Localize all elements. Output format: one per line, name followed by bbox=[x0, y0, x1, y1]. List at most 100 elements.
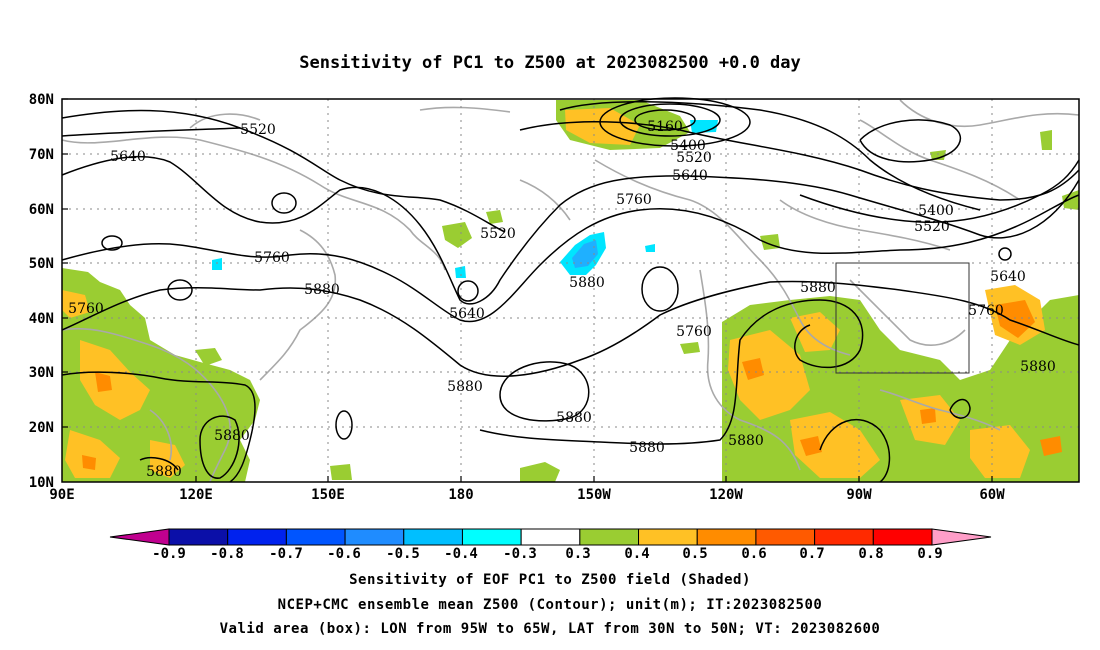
colorbar-label: -0.6 bbox=[327, 546, 361, 562]
colorbar-cell bbox=[638, 528, 698, 546]
contour-label: 5640 bbox=[672, 168, 708, 184]
contour-label: 5880 bbox=[304, 282, 340, 298]
lon-label: 90E bbox=[49, 487, 74, 503]
contour-label: 5760 bbox=[254, 250, 290, 266]
colorbar-cell bbox=[168, 528, 229, 546]
shade-orange bbox=[800, 436, 822, 456]
contour-label: 5640 bbox=[990, 269, 1026, 285]
shade-cyan bbox=[645, 244, 655, 252]
shade-cyan bbox=[212, 258, 222, 270]
footer-line-1: Sensitivity of EOF PC1 to Z500 field (Sh… bbox=[349, 572, 751, 588]
lon-label: 90W bbox=[846, 487, 872, 503]
shade-green bbox=[195, 348, 222, 366]
lon-label: 150W bbox=[577, 487, 611, 503]
colorbar-label: -0.9 bbox=[152, 546, 186, 562]
colorbar-label: -0.3 bbox=[503, 546, 537, 562]
lat-label: 60N bbox=[29, 202, 54, 218]
shade-green bbox=[520, 462, 560, 482]
frame-ticks bbox=[62, 98, 993, 482]
shade-orange bbox=[95, 372, 112, 392]
colorbar-label: 0.9 bbox=[917, 546, 942, 562]
shade-yellow bbox=[65, 430, 120, 478]
shading-layer bbox=[62, 100, 1079, 482]
shade-green bbox=[62, 268, 260, 482]
contour-label: 5520 bbox=[240, 122, 276, 138]
colorbar-label: -0.5 bbox=[386, 546, 420, 562]
contour-label: 5760 bbox=[616, 192, 652, 208]
colorbar-cells bbox=[168, 528, 933, 546]
contour-label: 5880 bbox=[569, 275, 605, 291]
contour-label: 5400 bbox=[670, 138, 706, 154]
colorbar-cell bbox=[872, 528, 933, 546]
contour-label: 5880 bbox=[800, 280, 836, 296]
colorbar-label: -0.7 bbox=[269, 546, 303, 562]
contour-label: 5520 bbox=[914, 219, 950, 235]
shade-orange bbox=[995, 300, 1035, 338]
contour-label: 5880 bbox=[1020, 359, 1056, 375]
contour-label-layer: 5520 5640 5160 5400 5520 5640 5760 5400 … bbox=[68, 119, 1056, 480]
contour-label: 5880 bbox=[556, 410, 592, 426]
shade-yellow bbox=[970, 425, 1030, 478]
shade-blue bbox=[572, 240, 598, 268]
lon-label: 180 bbox=[448, 487, 473, 503]
lon-label: 120W bbox=[709, 487, 743, 503]
contour-label: 5880 bbox=[214, 428, 250, 444]
shade-yellow bbox=[790, 412, 880, 478]
shade-orange bbox=[1040, 436, 1062, 456]
contour-label: 5400 bbox=[918, 203, 954, 219]
contour-label: 5640 bbox=[449, 306, 485, 322]
colorbar-label: 0.5 bbox=[682, 546, 707, 562]
lat-label: 10N bbox=[29, 475, 54, 491]
colorbar: -0.9 -0.8 -0.7 -0.6 -0.5 -0.4 -0.3 0.3 0… bbox=[109, 528, 992, 562]
contour-label: 5760 bbox=[68, 301, 104, 317]
map-frame bbox=[61, 98, 1080, 483]
colorbar-under-arrow bbox=[109, 528, 170, 546]
colorbar-cell bbox=[696, 528, 757, 546]
colorbar-cell bbox=[755, 528, 816, 546]
shade-orange bbox=[742, 358, 764, 380]
lat-label: 40N bbox=[29, 311, 54, 327]
shade-yellow bbox=[728, 330, 810, 420]
shade-green bbox=[330, 464, 352, 480]
latitude-labels: 80N 70N 60N 50N 40N 30N 20N 10N bbox=[29, 92, 54, 491]
colorbar-label: 0.3 bbox=[565, 546, 590, 562]
colorbar-cell bbox=[403, 528, 463, 546]
colorbar-label: 0.4 bbox=[624, 546, 649, 562]
lat-label: 30N bbox=[29, 365, 54, 381]
coastlines bbox=[61, 99, 1080, 483]
colorbar-labels: -0.9 -0.8 -0.7 -0.6 -0.5 -0.4 -0.3 0.3 0… bbox=[152, 546, 943, 562]
contour-label: 5640 bbox=[110, 149, 146, 165]
lat-label: 20N bbox=[29, 420, 54, 436]
colorbar-cell bbox=[579, 528, 640, 546]
contour-label: 5520 bbox=[480, 226, 516, 242]
shade-yellow bbox=[790, 312, 840, 352]
colorbar-cell bbox=[227, 528, 287, 546]
shade-green bbox=[1040, 130, 1052, 150]
contour-label: 5760 bbox=[676, 324, 712, 340]
colorbar-over-arrow bbox=[931, 528, 992, 546]
shade-green bbox=[1062, 190, 1079, 210]
valid-area-box bbox=[835, 262, 970, 374]
colorbar-label: -0.8 bbox=[210, 546, 244, 562]
colorbar-label: 0.8 bbox=[858, 546, 883, 562]
shade-yellow bbox=[80, 340, 150, 420]
colorbar-cell bbox=[814, 528, 874, 546]
shade-orange bbox=[82, 455, 96, 470]
colorbar-label: 0.6 bbox=[741, 546, 766, 562]
lon-label: 120E bbox=[179, 487, 213, 503]
shade-orange bbox=[920, 408, 936, 424]
contours bbox=[61, 97, 1080, 483]
contour-label: 5880 bbox=[447, 379, 483, 395]
footer-line-2: NCEP+CMC ensemble mean Z500 (Contour); u… bbox=[277, 597, 823, 613]
longitude-labels: 90E 120E 150E 180 150W 120W 90W 60W bbox=[49, 487, 1005, 503]
lat-label: 80N bbox=[29, 92, 54, 108]
shade-green bbox=[680, 342, 700, 354]
colorbar-label: -0.4 bbox=[444, 546, 478, 562]
colorbar-cell bbox=[520, 528, 581, 546]
shade-green bbox=[442, 222, 472, 248]
colorbar-cell bbox=[344, 528, 405, 546]
lat-label: 70N bbox=[29, 147, 54, 163]
lon-label: 60W bbox=[979, 487, 1005, 503]
shade-yellow bbox=[62, 290, 90, 318]
contour-label: 5880 bbox=[728, 433, 764, 449]
